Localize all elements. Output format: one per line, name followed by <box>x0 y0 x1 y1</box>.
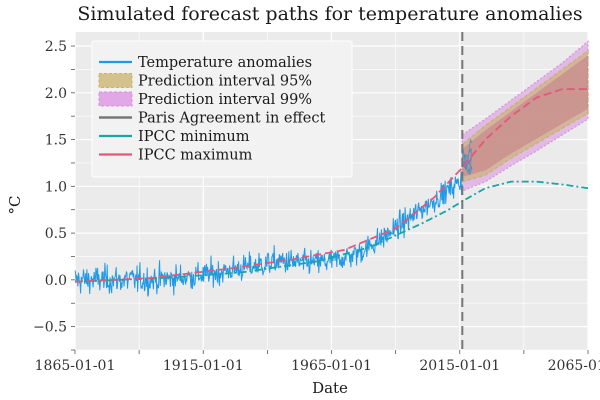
legend-label: Temperature anomalies <box>138 55 312 71</box>
legend-swatch <box>98 91 133 107</box>
x-tick-label: 1865-01-01 <box>35 358 116 374</box>
x-axis-label: Date <box>312 379 348 397</box>
y-tick-label: 1.5 <box>45 133 67 149</box>
legend-swatch <box>98 73 133 88</box>
x-tick-label: 1965-01-01 <box>291 358 372 374</box>
temperature-anomalies-line <box>74 170 463 297</box>
y-tick-label: 2.0 <box>45 86 67 102</box>
forecast-path <box>461 158 473 170</box>
y-tick-label: 1.0 <box>45 179 67 195</box>
y-tick-label: 0.5 <box>45 226 67 242</box>
ipcc-lines <box>75 88 589 283</box>
prediction-intervals <box>461 40 589 192</box>
x-tick-label: 2065-01-01 <box>548 358 600 374</box>
y-axis-ticks: −0.5 0.0 0.5 1.0 1.5 2.0 2.5 <box>33 39 75 351</box>
y-tick-label: 2.5 <box>45 39 67 55</box>
legend-box <box>91 40 353 178</box>
legend-label: Prediction interval 99% <box>138 92 312 108</box>
legend-label: IPCC minimum <box>138 129 250 145</box>
legend-label: Paris Agreement in effect <box>138 111 325 127</box>
legend: Temperature anomalies Prediction interval… <box>91 40 353 178</box>
legend-label: IPCC maximum <box>138 148 253 164</box>
ipcc-minimum-line <box>75 180 589 283</box>
legend-label: Prediction interval 95% <box>138 74 312 90</box>
x-axis-ticks: 1865-01-01 1915-01-01 1965-01-01 2015-01-01… <box>35 350 600 374</box>
y-tick-label: 0.0 <box>45 273 67 289</box>
y-axis-label: °C <box>6 196 24 215</box>
forecast-path <box>461 149 473 166</box>
y-tick-label: −0.5 <box>33 320 67 336</box>
x-tick-label: 2015-01-01 <box>419 358 500 374</box>
chart-title: Simulated forecast paths for temperature… <box>77 3 582 25</box>
observed-series <box>74 170 463 297</box>
forecast-band <box>462 55 588 177</box>
x-tick-label: 1915-01-01 <box>163 358 244 374</box>
ipcc-maximum-line <box>75 88 588 283</box>
